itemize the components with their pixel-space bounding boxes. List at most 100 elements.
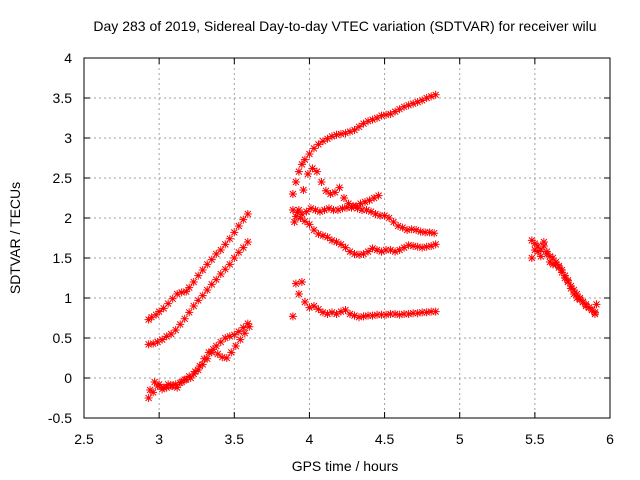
data-point bbox=[153, 338, 162, 346]
data-point bbox=[370, 194, 379, 202]
data-point bbox=[364, 247, 373, 256]
data-point bbox=[398, 223, 407, 232]
x-axis-label: GPS time / hours bbox=[292, 458, 399, 474]
data-point bbox=[377, 111, 386, 120]
data-point bbox=[234, 222, 243, 230]
data-point bbox=[144, 394, 153, 402]
data-point bbox=[180, 314, 189, 323]
data-point bbox=[209, 345, 218, 354]
data-point bbox=[321, 186, 330, 195]
data-point bbox=[147, 313, 156, 322]
data-point bbox=[218, 353, 227, 362]
data-point bbox=[394, 222, 403, 230]
data-point bbox=[221, 334, 230, 342]
data-point bbox=[159, 304, 168, 313]
data-point bbox=[391, 310, 400, 318]
data-point bbox=[300, 298, 309, 306]
data-point bbox=[373, 246, 382, 254]
data-point bbox=[335, 183, 344, 192]
data-point bbox=[162, 332, 171, 341]
data-point bbox=[377, 247, 386, 256]
data-point bbox=[189, 278, 198, 286]
data-point bbox=[323, 233, 332, 242]
data-point bbox=[225, 234, 234, 243]
data-point bbox=[297, 278, 306, 286]
data-point bbox=[373, 114, 382, 122]
data-point bbox=[403, 226, 412, 234]
data-point bbox=[312, 167, 321, 176]
data-point bbox=[305, 303, 314, 312]
data-point bbox=[352, 202, 361, 210]
data-point bbox=[299, 186, 308, 194]
data-point bbox=[373, 310, 382, 319]
data-point bbox=[386, 110, 395, 118]
data-point bbox=[413, 242, 422, 251]
series-7 bbox=[291, 212, 440, 259]
data-point bbox=[305, 220, 314, 229]
data-point bbox=[566, 284, 575, 293]
y-tick-label: 0.5 bbox=[53, 330, 73, 346]
series-10 bbox=[527, 238, 601, 318]
data-point bbox=[159, 383, 168, 392]
data-point bbox=[350, 126, 359, 134]
data-point bbox=[346, 310, 355, 318]
data-point bbox=[216, 270, 225, 278]
data-point bbox=[336, 240, 345, 249]
data-point bbox=[158, 335, 167, 344]
data-point bbox=[213, 350, 222, 358]
data-point bbox=[300, 155, 309, 164]
data-point bbox=[416, 227, 425, 236]
y-tick-label: 2.5 bbox=[53, 170, 73, 186]
y-tick-label: 3 bbox=[64, 130, 72, 146]
data-point bbox=[207, 280, 216, 289]
axis-ticks: 2.5 3 3.5 4 4.5 5 5.5 6 -0.5 0 0.5 1 1.5 2 2.5 3 3.5 4 bbox=[48, 50, 614, 447]
data-point bbox=[341, 129, 350, 138]
plot-frame bbox=[83, 57, 611, 419]
data-point bbox=[386, 310, 395, 318]
data-point bbox=[332, 310, 341, 318]
data-point bbox=[288, 206, 297, 214]
data-point bbox=[198, 291, 207, 300]
data-point bbox=[185, 283, 194, 292]
data-point bbox=[297, 210, 306, 218]
data-point bbox=[341, 306, 350, 314]
data-point bbox=[149, 339, 158, 348]
data-point bbox=[350, 311, 359, 320]
series-3 bbox=[146, 322, 254, 394]
data-point bbox=[563, 278, 572, 286]
data-point bbox=[359, 250, 368, 258]
data-point bbox=[554, 263, 563, 272]
data-point bbox=[374, 191, 383, 200]
data-point bbox=[231, 342, 240, 350]
data-point bbox=[431, 307, 440, 316]
data-point bbox=[350, 250, 359, 258]
series-4 bbox=[288, 90, 440, 198]
data-point bbox=[291, 178, 300, 186]
data-point bbox=[168, 382, 177, 390]
data-point bbox=[527, 254, 536, 262]
data-point bbox=[359, 312, 368, 321]
data-point bbox=[185, 308, 194, 317]
data-point bbox=[344, 199, 353, 208]
data-point bbox=[305, 150, 314, 158]
data-point bbox=[542, 250, 551, 258]
data-point bbox=[236, 335, 245, 344]
data-point bbox=[409, 242, 418, 250]
data-point bbox=[587, 306, 596, 314]
data-point bbox=[343, 203, 351, 212]
data-point bbox=[569, 290, 578, 298]
data-point bbox=[389, 218, 398, 226]
y-tick-label: 3.5 bbox=[53, 90, 73, 106]
data-point bbox=[380, 211, 389, 220]
data-point bbox=[318, 308, 327, 317]
chart-title: Day 283 of 2019, Sidereal Day-to-day VTE… bbox=[93, 18, 596, 34]
data-point bbox=[359, 119, 368, 128]
data-point bbox=[239, 243, 248, 252]
data-point bbox=[431, 90, 440, 99]
data-point bbox=[177, 378, 186, 386]
data-point bbox=[346, 127, 355, 136]
data-point bbox=[198, 266, 207, 274]
data-point bbox=[422, 242, 431, 251]
data-point bbox=[404, 241, 413, 250]
